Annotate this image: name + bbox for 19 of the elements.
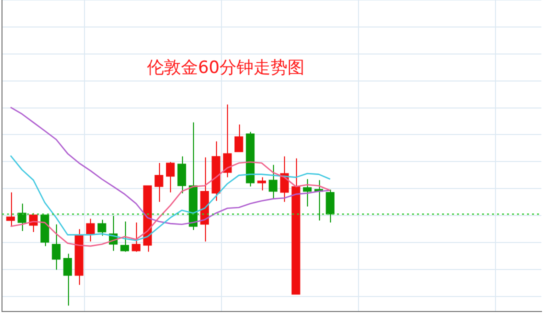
candlestick	[302, 178, 312, 207]
candlestick	[280, 156, 289, 202]
candlestick	[177, 156, 186, 194]
candlestick	[63, 253, 72, 306]
candlestick	[166, 162, 175, 193]
candlestick	[234, 124, 244, 152]
chart-title: 伦敦金60分钟走势图	[146, 58, 305, 78]
candlestick	[268, 164, 278, 200]
candlestick	[86, 218, 95, 242]
candlestick	[326, 189, 334, 224]
candlestick	[18, 203, 26, 232]
candlestick	[223, 104, 232, 178]
candlestick	[154, 162, 164, 202]
candlestick	[257, 176, 266, 191]
candlestick	[52, 224, 61, 270]
candlestick	[132, 222, 140, 252]
candlestick	[98, 219, 106, 236]
candlestick	[120, 221, 130, 252]
candlestick	[6, 192, 15, 227]
